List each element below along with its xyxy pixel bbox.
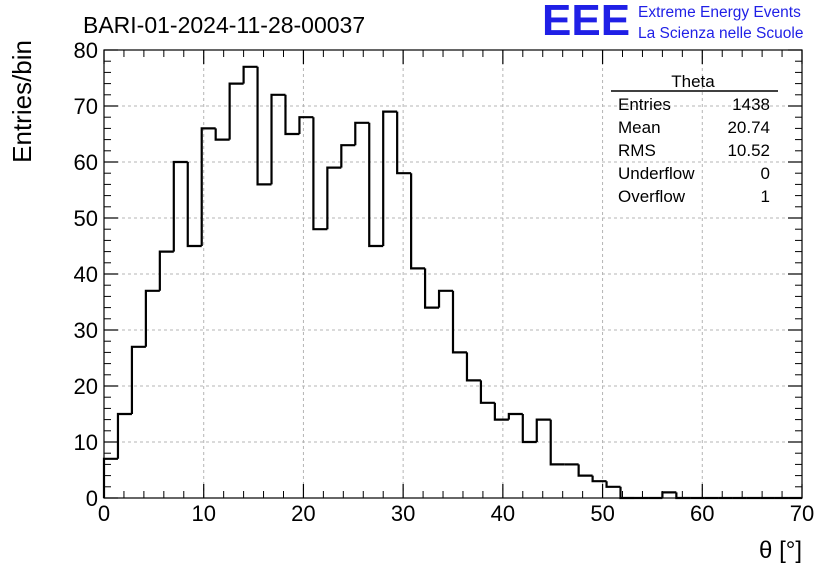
- histogram-bin: [256, 66, 272, 186]
- histogram-bin: [368, 122, 384, 248]
- brand-logo-block: EEE Extreme Energy Events La Scienza nel…: [542, 0, 832, 46]
- histogram-bin: [535, 418, 551, 442]
- histogram-bin: [298, 116, 314, 134]
- x-tick-label: 10: [191, 501, 215, 526]
- plot-frame: [103, 49, 803, 499]
- y-tick-label: 20: [74, 374, 98, 399]
- histogram-bin: [214, 128, 230, 141]
- stats-box: Theta Entries 1438 Mean 20.74 RMS 10.52 Underf…: [611, 72, 778, 206]
- histogram-bin: [437, 289, 453, 308]
- histogram-bin: [144, 289, 160, 347]
- histogram-bin: [493, 402, 509, 421]
- histogram-bin: [549, 419, 565, 466]
- stats-rows: Entries 1438 Mean 20.74 RMS 10.52 Underflow 0 Ov…: [618, 95, 770, 206]
- histogram-bin: [284, 94, 300, 136]
- histogram-bin: [605, 481, 621, 488]
- x-tick-label: 40: [491, 501, 515, 526]
- histogram-bin: [591, 475, 607, 483]
- histogram-bin: [675, 492, 691, 500]
- stats-value: 10.52: [727, 141, 770, 160]
- x-tick-label: 0: [98, 501, 110, 526]
- stats-value: 20.74: [727, 118, 770, 137]
- histogram-bin: [186, 162, 202, 248]
- stats-value: 1: [761, 187, 770, 206]
- y-tick-label: 50: [74, 206, 98, 231]
- histogram-bin: [382, 110, 398, 246]
- brand-line-2: La Scienza nelle Scuole: [638, 25, 804, 42]
- histogram-bin: [423, 268, 440, 309]
- y-tick-label: 40: [74, 262, 98, 287]
- histogram-bin: [354, 121, 370, 146]
- x-tick-label: 20: [291, 501, 315, 526]
- stats-label: RMS: [618, 141, 656, 160]
- y-tick-label: 80: [74, 38, 98, 63]
- histogram-bin: [312, 117, 328, 231]
- eee-logo: EEE: [542, 0, 631, 45]
- histogram-bin: [242, 65, 258, 84]
- x-tick-label: 30: [391, 501, 415, 526]
- stats-name: Theta: [671, 72, 715, 91]
- histogram-bin: [228, 82, 244, 140]
- histogram-bin: [396, 111, 412, 175]
- stats-label: Overflow: [618, 187, 686, 206]
- stats-label: Mean: [618, 118, 661, 137]
- histogram-bin: [340, 144, 356, 168]
- x-tick-label: 50: [590, 501, 614, 526]
- histogram-bin: [200, 127, 216, 246]
- histogram-bin: [326, 166, 342, 230]
- stats-value: 1438: [732, 95, 770, 114]
- histogram-bin: [158, 250, 174, 291]
- histogram-bin: [451, 290, 467, 354]
- y-tick-label: 0: [86, 486, 98, 511]
- chart-title: BARI-01-2024-11-28-00037: [83, 12, 365, 38]
- grid-lines: [104, 50, 802, 498]
- histogram-bin: [521, 414, 537, 444]
- brand-line-1: Extreme Energy Events: [638, 4, 801, 21]
- y-tick-label: 60: [74, 150, 98, 175]
- x-tick-label: 70: [790, 501, 814, 526]
- histogram-bin: [172, 160, 188, 252]
- histogram-bin: [270, 93, 286, 185]
- y-tick-label: 10: [74, 430, 98, 455]
- histogram-bin: [661, 491, 677, 498]
- x-tick-label: 60: [690, 501, 714, 526]
- y-axis-label: Entries/bin: [7, 40, 37, 163]
- histogram-bin: [130, 345, 146, 414]
- histogram-bin: [479, 380, 495, 404]
- stats-label: Underflow: [618, 164, 695, 183]
- y-tick-label: 70: [74, 94, 98, 119]
- histogram-bin: [507, 412, 523, 420]
- axis-ticks: [103, 49, 803, 499]
- histogram-bin: [465, 352, 481, 382]
- histogram-series: [102, 65, 802, 500]
- histogram-bin: [116, 412, 132, 459]
- histogram-bin: [577, 464, 593, 477]
- stats-value: 0: [761, 164, 770, 183]
- x-axis-label: θ [°]: [759, 537, 802, 564]
- y-tick-label: 30: [74, 318, 98, 343]
- histogram-bin: [410, 173, 426, 270]
- stats-label: Entries: [618, 95, 671, 114]
